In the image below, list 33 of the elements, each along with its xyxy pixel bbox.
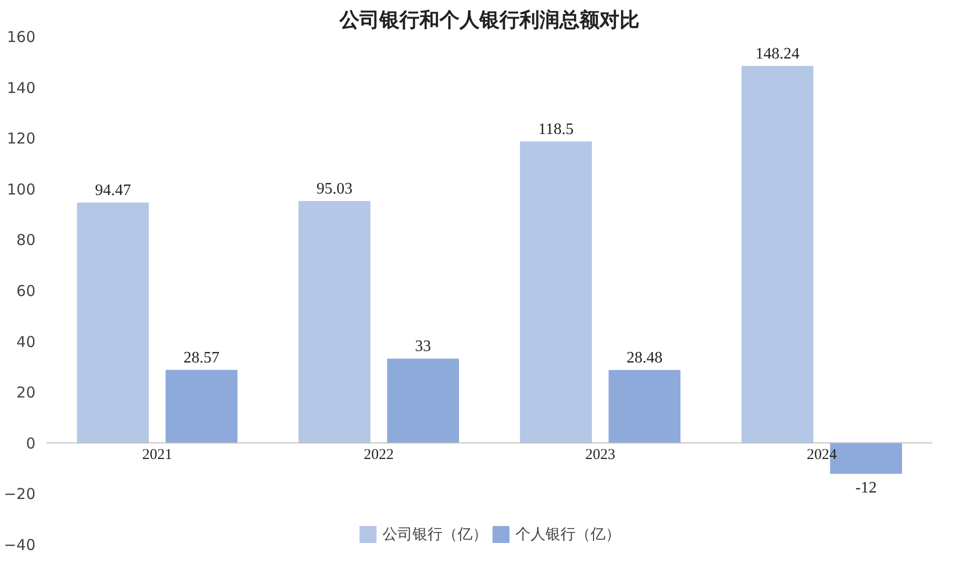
y-tick-label: 120	[6, 130, 36, 148]
data-label: 95.03	[316, 180, 352, 198]
y-tick-label: 0	[26, 434, 36, 452]
bar	[166, 370, 238, 444]
y-tick-label: 60	[16, 282, 36, 300]
data-label: 28.48	[626, 350, 663, 367]
y-tick-label: 160	[6, 28, 36, 46]
data-label: 94.47	[94, 182, 131, 199]
bar	[77, 202, 149, 444]
data-label: 118.5	[538, 120, 574, 138]
y-tick-label: 20	[16, 384, 36, 402]
y-tick-label: 40	[16, 332, 36, 351]
y-tick-label: 100	[6, 180, 36, 198]
bar	[387, 358, 459, 444]
bar	[742, 66, 814, 444]
x-tick-label: 2021	[142, 446, 172, 463]
y-tick-label: 80	[16, 231, 36, 250]
y-tick-label: 140	[6, 78, 36, 97]
data-label: 33	[415, 338, 432, 356]
data-label: 148.24	[755, 45, 800, 62]
legend-label: 公司银行（亿）	[382, 524, 488, 544]
y-tick-label: −40	[4, 536, 36, 554]
bar	[298, 201, 370, 444]
x-tick-label: 2024	[806, 446, 838, 463]
bar	[520, 141, 592, 444]
data-label: 28.57	[184, 349, 220, 366]
chart-title: 公司银行和个人银行利润总额对比	[338, 8, 640, 32]
x-tick-label: 2023	[585, 446, 616, 463]
y-tick-label: −20	[4, 485, 36, 504]
x-tick-label: 2022	[364, 446, 394, 463]
bar	[608, 370, 680, 444]
legend-label: 个人银行（亿）	[516, 524, 620, 544]
data-label: -12	[855, 479, 877, 496]
